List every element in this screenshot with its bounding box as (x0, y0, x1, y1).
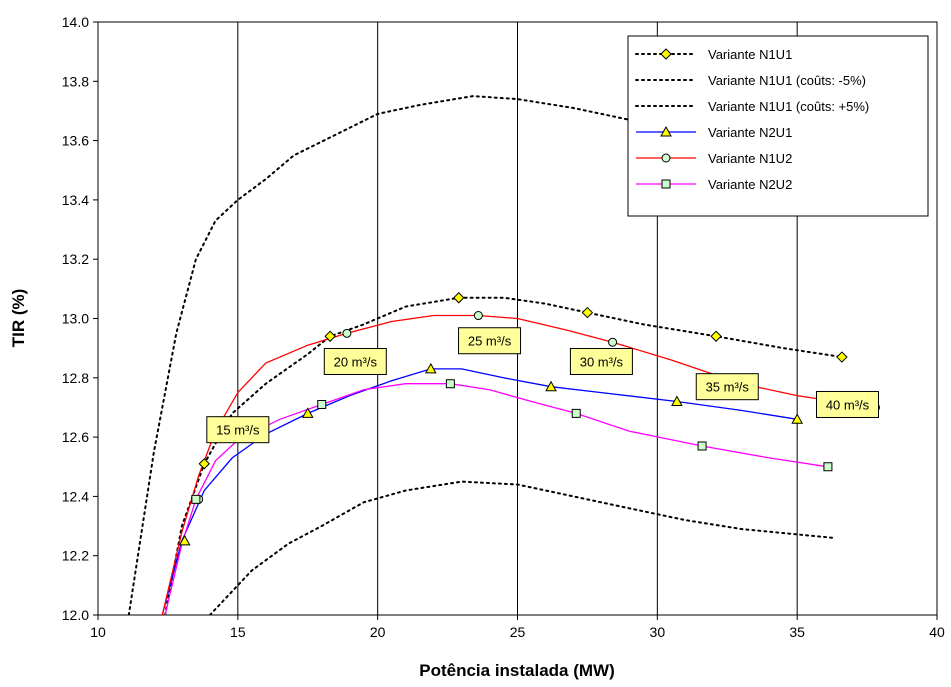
legend-label: Variante N1U1 (coûts: -5%) (708, 73, 866, 88)
x-tick-label: 25 (510, 624, 526, 640)
data-point-variante-n2u1 (301, 407, 314, 418)
flow-label-text: 40 m³/s (826, 397, 870, 412)
y-tick-label: 13.0 (62, 311, 89, 327)
flow-label-box (206, 416, 270, 444)
x-tick-label: 10 (90, 624, 106, 640)
legend: Variante N1U1 Variante N1U1 (coûts: -5%) V… (627, 35, 929, 217)
data-point-variante-n1u2 (608, 337, 618, 347)
x-axis-title: Potência instalada (MW) (419, 661, 615, 680)
data-point-variante-n1u1 (581, 306, 594, 319)
series-line-variante-n2u2 (164, 383, 828, 615)
data-point-variante-n2u1 (671, 395, 683, 407)
y-tick-label: 13.4 (62, 192, 89, 208)
y-axis-title: TIR (%) (9, 289, 28, 348)
flow-label-text: 35 m³/s (706, 380, 750, 395)
flow-label: 25 m³/s (458, 327, 522, 355)
legend-marker (661, 153, 671, 163)
y-tick-label: 12.8 (62, 370, 89, 386)
data-point-variante-n2u2 (697, 441, 707, 451)
data-point-variante-n2u1 (178, 534, 191, 546)
data-point-variante-n2u2 (445, 379, 455, 389)
series-line-variante-n2u1 (161, 368, 798, 615)
flow-label-box (569, 347, 633, 375)
y-tick-label: 13.2 (62, 251, 89, 267)
y-tick-label: 14.0 (62, 14, 89, 30)
legend-entry-variante-n2u2: Variante N2U2 (636, 177, 792, 192)
x-tick-label: 15 (230, 624, 246, 640)
axis-ticks: 10 15 20 25 30 35 40 12.0 12.2 12.4 12.6 12.8 13.0 13… (62, 14, 945, 640)
series-lines (127, 95, 876, 615)
legend-box (627, 35, 929, 217)
data-point-variante-n1u1 (836, 351, 848, 363)
y-tick-label: 12.4 (62, 488, 89, 504)
flow-label-box (816, 390, 880, 418)
data-point-variante-n1u1 (198, 458, 210, 470)
legend-marker (661, 179, 671, 189)
data-point-variante-n2u1 (791, 413, 804, 424)
flow-label: 15 m³/s (206, 416, 270, 444)
flow-label-text: 20 m³/s (334, 354, 378, 369)
legend-entry-variante-n1u1-co-ts-5: Variante N1U1 (coûts: +5%) (635, 99, 869, 114)
series-line-variante-n1u1-co-ts-5 (208, 480, 835, 615)
flow-label: 35 m³/s (695, 373, 759, 401)
y-tick-label: 13.6 (62, 133, 89, 149)
x-tick-label: 30 (650, 624, 666, 640)
flow-label: 20 m³/s (323, 347, 387, 375)
legend-entry-variante-n1u2: Variante N1U2 (636, 151, 792, 166)
legend-label: Variante N1U2 (708, 151, 792, 166)
legend-marker (660, 48, 672, 60)
flow-label: 30 m³/s (569, 347, 633, 375)
data-point-variante-n2u1 (424, 362, 437, 374)
data-point-variante-n1u2 (342, 328, 352, 338)
legend-label: Variante N2U2 (708, 177, 792, 192)
x-tick-label: 20 (370, 624, 386, 640)
flow-label-box (323, 347, 387, 375)
x-tick-label: 35 (789, 624, 805, 640)
flow-label-box (458, 327, 522, 355)
legend-label: Variante N2U1 (708, 125, 792, 140)
series-line-variante-n1u1-co-ts-5 (127, 95, 687, 615)
flow-annotations: 15 m³/s 20 m³/s 25 m³/s 30 m³/s 35 m³/s 40 m³… (206, 327, 880, 444)
flow-label: 40 m³/s (816, 390, 880, 418)
flow-label-box (695, 373, 759, 401)
legend-entry-variante-n2u1: Variante N2U1 (636, 125, 792, 140)
y-tick-label: 12.0 (62, 607, 89, 623)
y-tick-label: 12.2 (62, 548, 89, 564)
data-point-variante-n2u2 (571, 408, 581, 418)
legend-marker (660, 125, 672, 137)
data-point-variante-n1u1 (453, 292, 465, 304)
legend-entry-variante-n1u1-co-ts-5: Variante N1U1 (coûts: -5%) (635, 73, 866, 88)
data-point-variante-n2u1 (545, 380, 557, 392)
series-line-variante-n1u1 (164, 296, 843, 615)
legend-entry-variante-n1u1: Variante N1U1 (635, 47, 792, 62)
data-point-variante-n1u1 (324, 330, 336, 342)
legend-label: Variante N1U1 (708, 47, 792, 62)
data-point-variante-n2u2 (191, 494, 201, 504)
y-tick-label: 12.6 (62, 429, 89, 445)
y-tick-label: 13.8 (62, 73, 89, 89)
data-point-variante-n1u2 (473, 311, 483, 321)
data-point-variante-n1u1 (710, 330, 722, 342)
x-tick-label: 40 (929, 624, 945, 640)
flow-label-text: 30 m³/s (580, 354, 624, 369)
flow-label-text: 15 m³/s (216, 423, 260, 438)
data-point-variante-n2u2 (823, 462, 833, 472)
flow-label-text: 25 m³/s (468, 334, 512, 349)
data-point-variante-n2u2 (317, 399, 327, 409)
legend-label: Variante N1U1 (coûts: +5%) (708, 99, 869, 114)
